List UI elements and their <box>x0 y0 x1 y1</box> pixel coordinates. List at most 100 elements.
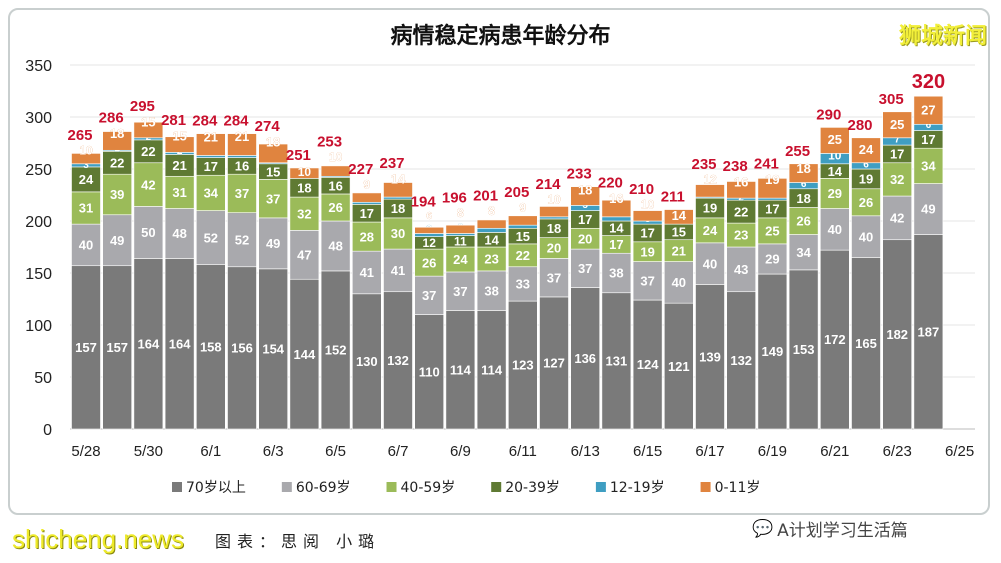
segment-label: 158 <box>200 340 222 355</box>
segment-label: 187 <box>918 324 940 339</box>
chart-credit: 图表：思阅 小璐 <box>215 532 381 551</box>
bar-segment <box>164 175 195 209</box>
total-label: 280 <box>847 117 872 134</box>
segment-label: 7 <box>894 135 900 146</box>
segment-label: 41 <box>360 265 374 280</box>
total-label: 235 <box>691 156 716 173</box>
segment-label: 48 <box>172 226 186 241</box>
bar-segment <box>227 266 257 430</box>
segment-label: 24 <box>453 252 468 267</box>
bar-segment <box>663 261 694 304</box>
x-tick-label: 6/23 <box>883 443 912 460</box>
segment-label: 18 <box>547 221 561 236</box>
bar-segment <box>507 215 538 226</box>
bar-segment <box>196 133 226 156</box>
segment-label: 121 <box>668 359 690 374</box>
segment-label: 131 <box>606 354 628 369</box>
bar-segment <box>476 270 507 311</box>
bar-segment <box>289 167 320 179</box>
legend-label: 40-59岁 <box>401 480 456 496</box>
segment-label: 49 <box>921 202 935 217</box>
segment-label: 26 <box>859 195 873 210</box>
bar-segment <box>757 273 788 430</box>
x-tick-label: 6/21 <box>820 443 849 460</box>
segment-label: 16 <box>328 178 342 193</box>
segment-label: 114 <box>481 362 503 377</box>
segment-label: 25 <box>890 117 904 132</box>
x-tick-label: 6/13 <box>571 443 600 460</box>
segment-label: 21 <box>235 129 249 144</box>
total-label: 210 <box>629 181 654 198</box>
bar-segment <box>383 217 413 250</box>
watermark-bottom: shicheng.news <box>12 524 184 554</box>
bar-segment <box>445 271 476 311</box>
segment-label: 182 <box>886 327 908 342</box>
segment-label: 25 <box>828 132 842 147</box>
bar-segment <box>695 242 725 285</box>
total-label: 241 <box>754 156 779 173</box>
segment-label: 37 <box>266 191 280 206</box>
bar-segment <box>819 249 850 430</box>
bar-segment <box>788 269 819 430</box>
segment-label: 40 <box>79 238 93 253</box>
x-tick-label: 6/7 <box>388 443 409 460</box>
y-tick-label: 100 <box>25 318 52 335</box>
total-label: 227 <box>348 161 373 178</box>
segment-label: 16 <box>734 175 748 190</box>
segment-label: 9 <box>363 178 370 192</box>
x-tick-label: 6/11 <box>509 443 537 460</box>
bar-segment <box>726 291 757 430</box>
segment-label: 18 <box>391 201 405 216</box>
bar-segment <box>351 293 382 430</box>
segment-label: 22 <box>141 144 155 159</box>
segment-label: 49 <box>266 236 280 251</box>
total-label: 281 <box>161 112 186 129</box>
bar-segment <box>913 95 944 125</box>
bar-segment <box>289 230 320 280</box>
segment-label: 12 <box>703 172 717 186</box>
legend-swatch <box>386 482 397 492</box>
bar-segment <box>71 153 101 165</box>
bar-segment <box>164 208 195 259</box>
segment-label: 6 <box>926 120 932 131</box>
segment-label: 19 <box>703 201 717 216</box>
bar-segment <box>913 183 944 235</box>
segment-label: 114 <box>450 362 472 377</box>
bar-segment <box>539 296 569 430</box>
bar-segment <box>414 275 445 315</box>
bar-segment <box>258 143 289 164</box>
bar-segment <box>102 131 132 151</box>
segment-label: 30 <box>391 226 405 241</box>
segment-label: 149 <box>762 344 784 359</box>
bar-segment <box>383 248 413 293</box>
segment-label: 14 <box>828 164 843 179</box>
segment-label: 42 <box>890 211 904 226</box>
total-label: 237 <box>379 155 404 172</box>
segment-label: 37 <box>640 273 654 288</box>
segment-label: 8 <box>457 206 464 220</box>
total-label: 205 <box>504 184 529 201</box>
segment-label: 24 <box>79 172 94 187</box>
segment-label: 24 <box>859 142 874 157</box>
segment-label: 48 <box>328 239 342 254</box>
segment-label: 52 <box>204 230 218 245</box>
bar-segment <box>851 257 881 430</box>
x-tick-label: 5/30 <box>134 443 163 460</box>
segment-label: 26 <box>328 200 342 215</box>
segment-label: 3 <box>83 160 89 171</box>
total-label: 320 <box>912 71 945 93</box>
segment-label: 38 <box>609 266 623 281</box>
segment-label: 18 <box>266 135 280 150</box>
x-tick-label: 6/19 <box>758 443 787 460</box>
x-tick-label: 6/1 <box>200 443 221 460</box>
x-tick-label: 6/15 <box>633 443 662 460</box>
bar-segment <box>788 234 819 271</box>
total-label: 238 <box>723 158 748 175</box>
bar-segment <box>632 299 663 430</box>
segment-label: 34 <box>796 245 811 260</box>
bar-segment <box>507 266 538 302</box>
bar-segment <box>71 223 101 267</box>
segment-label: 15 <box>516 229 530 244</box>
bar-segment <box>196 174 226 211</box>
bar-segment <box>289 196 320 231</box>
